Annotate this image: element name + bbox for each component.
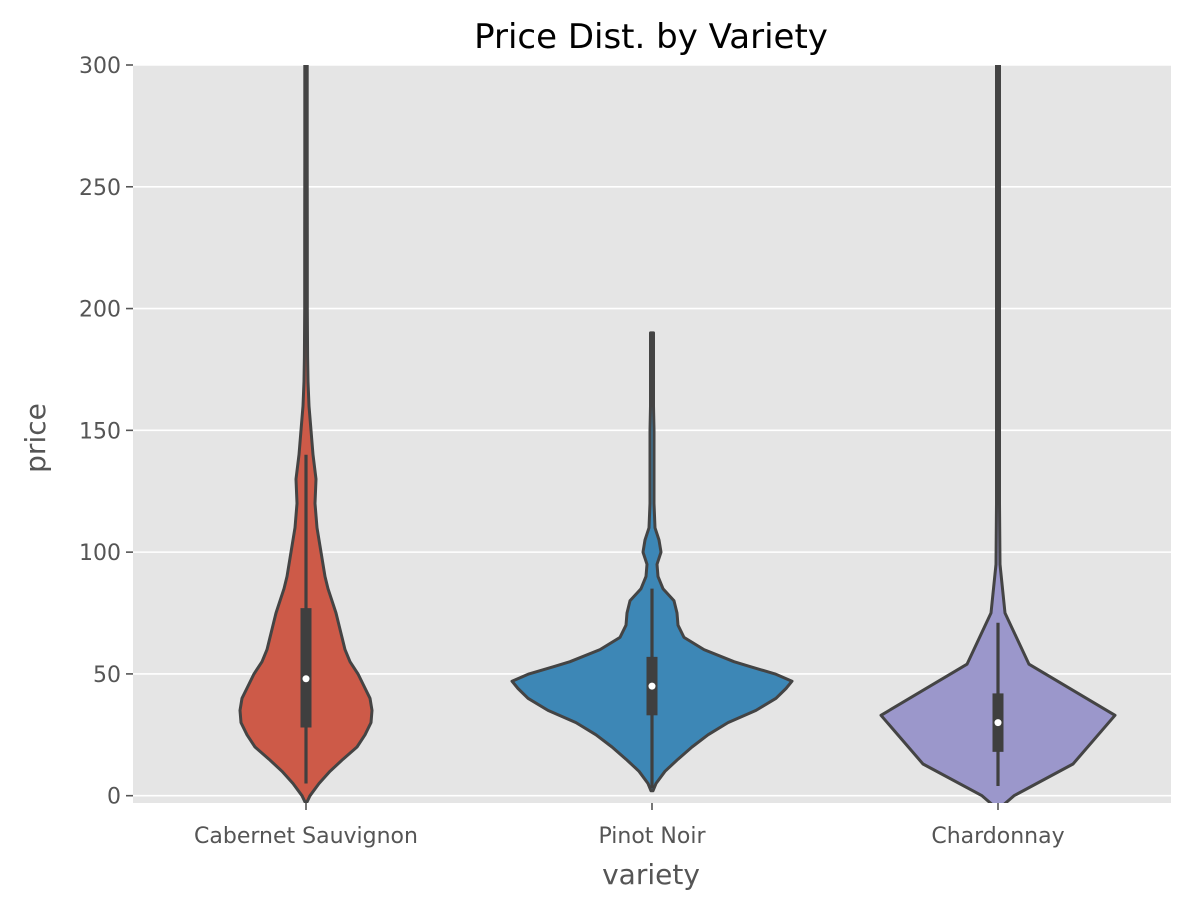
violin-body: [238, 65, 374, 803]
y-tick-label: 250: [79, 176, 121, 201]
violin-body: [510, 331, 794, 793]
violin-median-dot: [302, 675, 310, 683]
x-axis-label: variety: [602, 858, 700, 891]
x-tick-label: Chardonnay: [931, 824, 1064, 849]
y-tick-label: 300: [79, 54, 121, 79]
violin-median-dot: [648, 682, 656, 690]
y-tick-label: 0: [107, 785, 121, 810]
violin-body: [879, 65, 1117, 803]
violin-median-dot: [994, 719, 1002, 727]
x-tick-label: Pinot Noir: [599, 824, 707, 849]
y-tick-label: 200: [79, 298, 121, 323]
y-tick-label: 50: [93, 663, 121, 688]
x-tick-label: Cabernet Sauvignon: [194, 824, 418, 849]
violin-iqr-box: [300, 608, 312, 728]
y-tick-label: 100: [79, 541, 121, 566]
plot-area: 0 50 100 150 200 250 300 Cabernet Sauvignon Pino…: [79, 54, 1171, 849]
y-tick-label: 150: [79, 419, 121, 444]
violins-group: [238, 65, 1117, 803]
chart-title: Price Dist. by Variety: [474, 17, 828, 57]
y-axis-label: price: [19, 403, 52, 473]
